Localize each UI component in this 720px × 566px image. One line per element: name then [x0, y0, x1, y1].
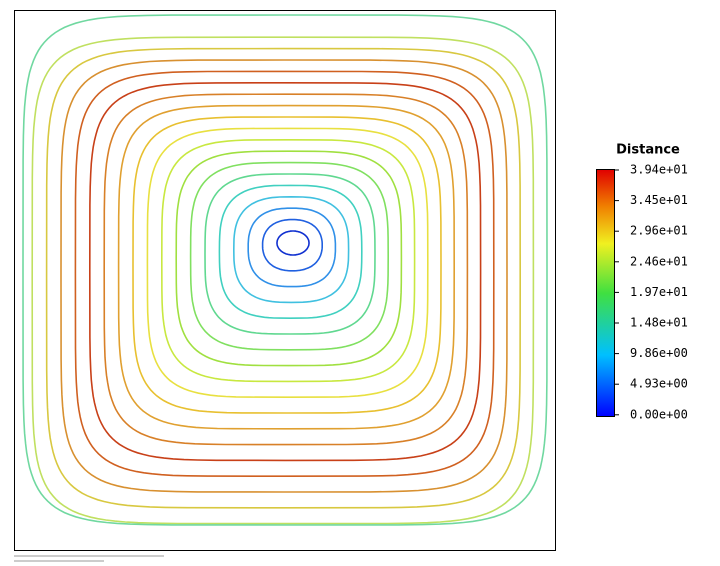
streamline — [247, 207, 337, 288]
colorbar-title: Distance — [616, 143, 680, 158]
streamline — [132, 116, 442, 414]
colorbar — [596, 169, 615, 417]
streamline — [45, 47, 522, 509]
footer-info — [14, 560, 104, 562]
colorbar-label: 1.48e+01 — [630, 316, 688, 330]
streamline — [232, 195, 350, 304]
colorbar-label: 3.94e+01 — [630, 163, 688, 177]
colorbar-label: 9.86e+00 — [630, 346, 688, 360]
streamline — [117, 104, 456, 430]
streamline — [261, 218, 323, 272]
streamline — [189, 161, 390, 351]
streamlines — [22, 14, 548, 526]
footer-info — [14, 555, 164, 557]
colorbar-label: 3.45e+01 — [630, 193, 688, 207]
streamline — [146, 127, 429, 399]
streamline — [22, 14, 548, 526]
streamline — [204, 173, 376, 335]
colorbar-label: 4.93e+00 — [630, 377, 688, 391]
streamline — [74, 70, 495, 478]
streamline — [103, 93, 469, 446]
colorbar-label: 2.46e+01 — [630, 254, 688, 268]
streamline — [276, 230, 310, 256]
streamline — [88, 81, 482, 462]
streamline — [31, 36, 535, 525]
colorbar-label: 0.00e+00 — [630, 407, 688, 421]
streamline — [218, 184, 363, 320]
domain-box — [14, 10, 556, 551]
colorbar-label: 1.97e+01 — [630, 285, 688, 299]
streamline — [60, 59, 508, 493]
colorbar-label: 2.96e+01 — [630, 224, 688, 238]
streamline — [175, 150, 403, 367]
streamline — [160, 138, 416, 383]
